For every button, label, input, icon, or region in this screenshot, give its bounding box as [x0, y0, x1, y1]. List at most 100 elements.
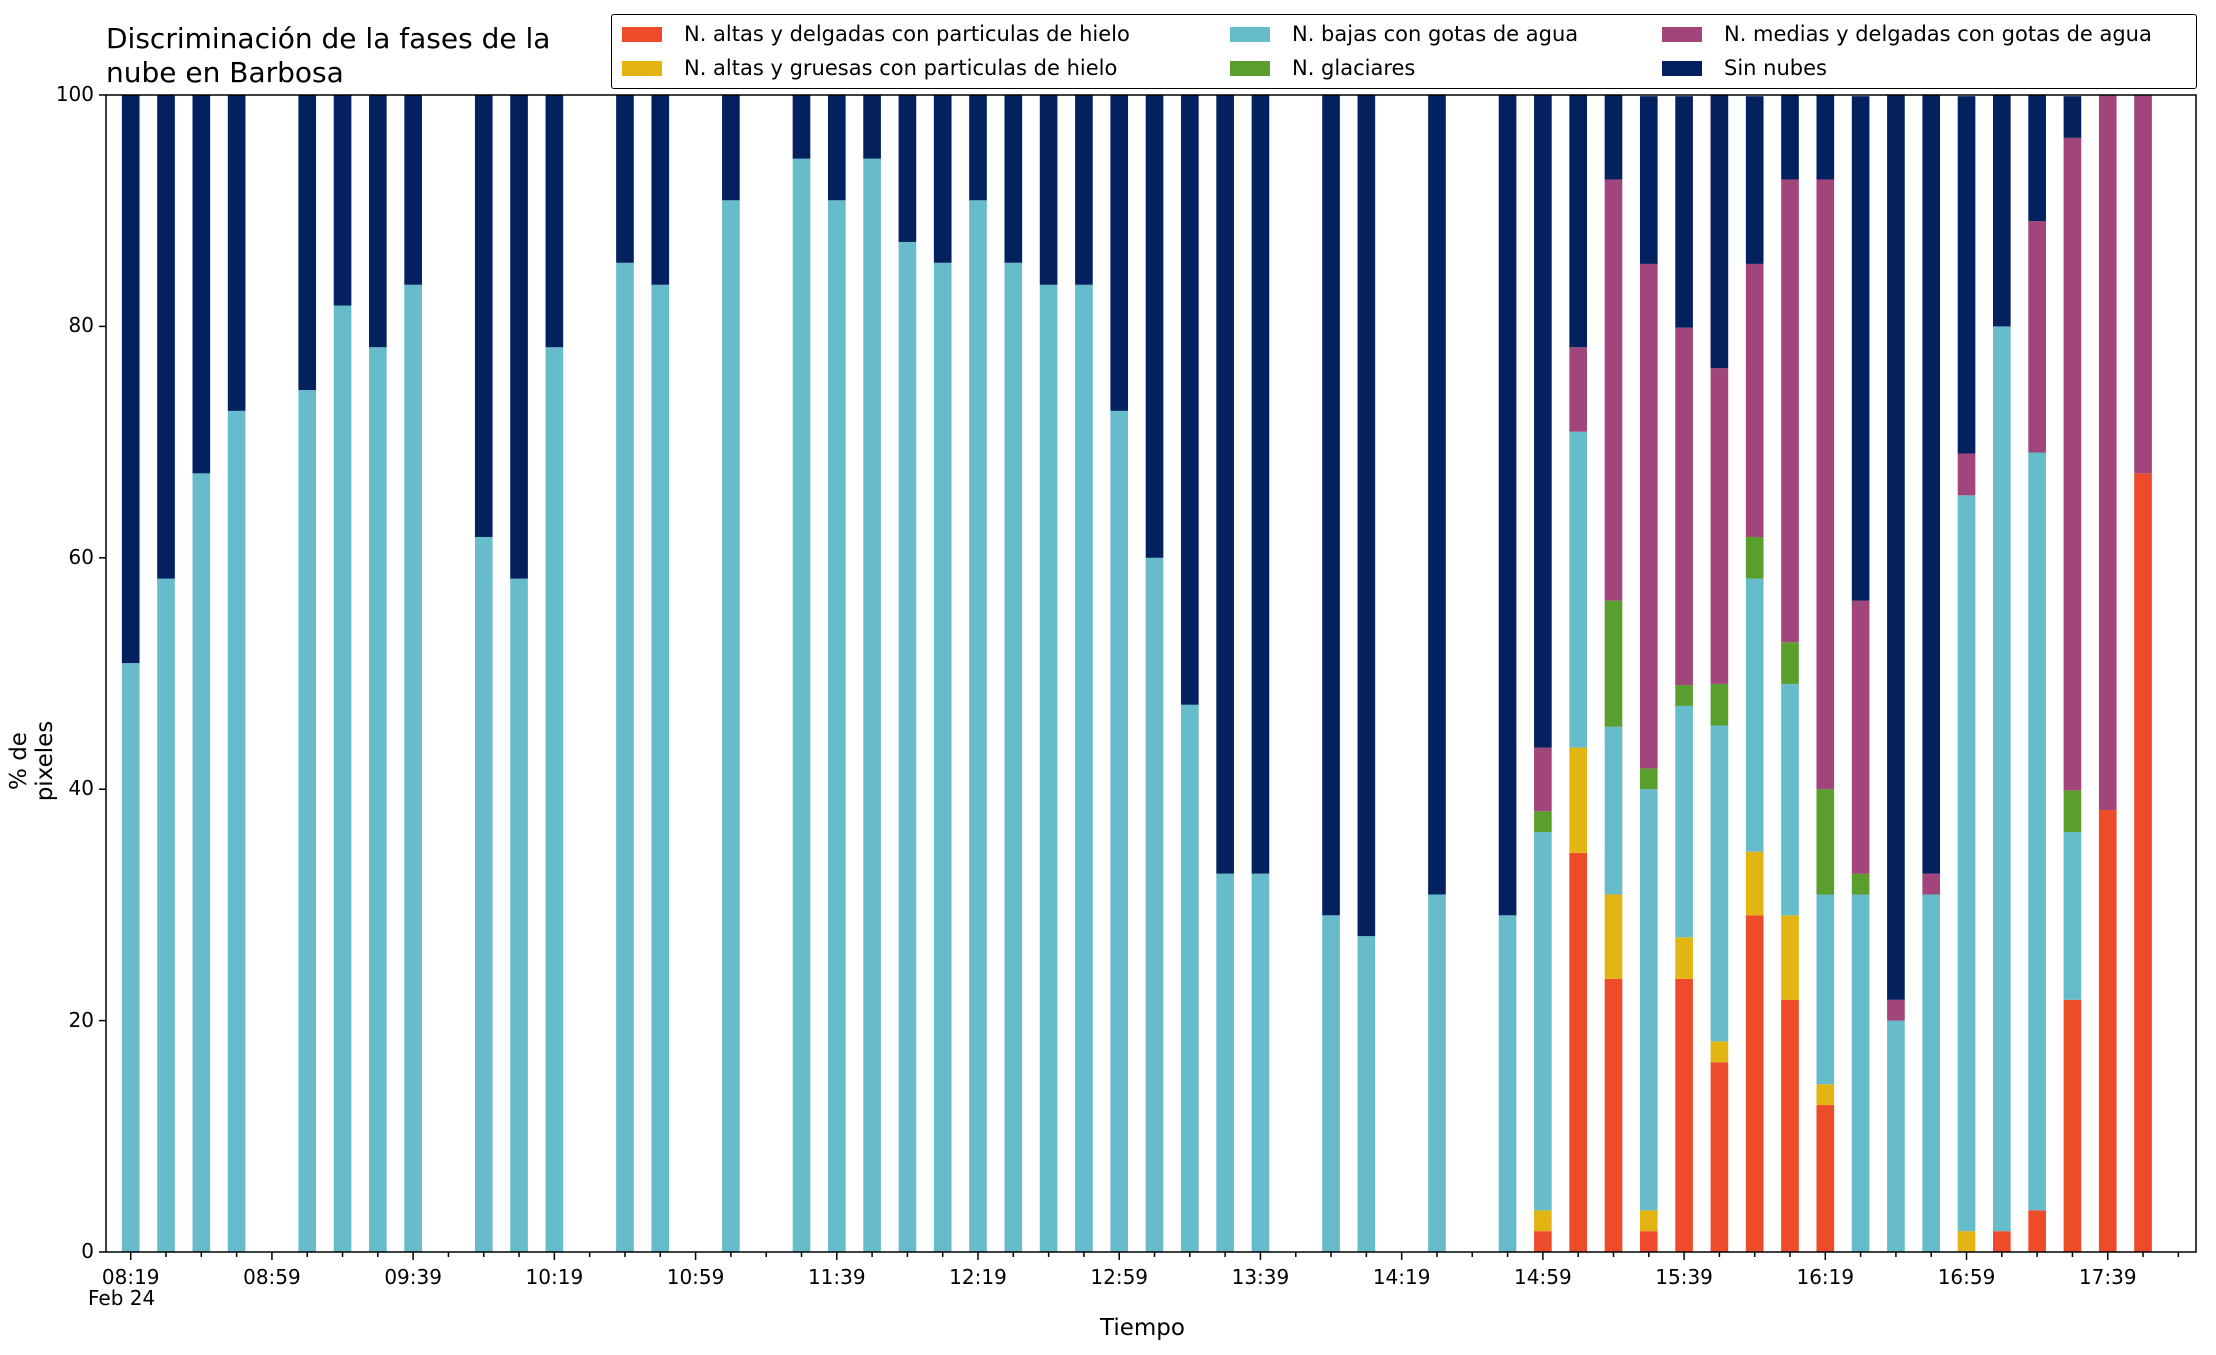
- bar-segment: [1110, 410, 1129, 1252]
- bar-segment: [1639, 263, 1658, 769]
- bar-segment: [404, 95, 422, 285]
- bar-segment: [1922, 95, 1941, 874]
- bar-segment: [1604, 600, 1623, 727]
- bar-segment: [1569, 852, 1587, 1252]
- bar-segment: [1534, 1210, 1552, 1232]
- x-tick-label: 15:39: [1655, 1265, 1713, 1289]
- bar-segment: [1816, 894, 1835, 1085]
- x-date-label: Feb 24: [88, 1286, 156, 1310]
- legend-item-glaciares: N. glaciares: [1230, 53, 1415, 83]
- bar-segment: [1675, 937, 1693, 979]
- x-tick-label: 09:39: [384, 1265, 442, 1289]
- bar-segment: [1675, 327, 1693, 686]
- legend-item-altas-delgadas: N. altas y delgadas con particulas de hi…: [622, 19, 1130, 49]
- bar-segment: [1604, 95, 1623, 180]
- bar-segment: [898, 95, 917, 242]
- bar-segment: [1534, 811, 1552, 833]
- legend-swatch: [1662, 26, 1702, 42]
- legend-item-sin-nubes: Sin nubes: [1662, 53, 1827, 83]
- bar-segment: [1569, 347, 1587, 432]
- bar-segment: [157, 95, 175, 579]
- y-tick-label: 100: [55, 82, 94, 106]
- bar-segment: [2028, 221, 2046, 453]
- bar-segment: [1781, 179, 1799, 643]
- bar-segment: [616, 262, 634, 1252]
- bar-segment: [651, 95, 670, 285]
- legend-item-medias: N. medias y delgadas con gotas de agua: [1662, 19, 2152, 49]
- bar-segment: [1887, 95, 1905, 1000]
- bar-segment: [1216, 873, 1234, 1252]
- bar-segment: [1816, 789, 1835, 895]
- bar-segment: [1569, 431, 1587, 748]
- bar-segment: [1039, 284, 1058, 1252]
- bar-segment: [510, 95, 528, 579]
- bar-segment: [1675, 978, 1693, 1252]
- x-tick-label: 08:59: [243, 1265, 301, 1289]
- bar-segment: [1216, 95, 1234, 874]
- tick-layer: [99, 94, 2180, 1260]
- y-axis-label: % de pixeles: [6, 720, 58, 802]
- bar-segment: [227, 410, 246, 1252]
- bar-segment: [827, 95, 846, 201]
- bar-segment: [1957, 495, 1976, 1232]
- bar-segment: [1428, 95, 1446, 895]
- legend-item-bajas: N. bajas con gotas de agua: [1230, 19, 1578, 49]
- bar-segment: [1075, 284, 1093, 1252]
- bar-segment: [192, 95, 211, 474]
- bar-segment: [1428, 894, 1446, 1252]
- bar-segment: [1145, 95, 1164, 558]
- bar-segment: [2098, 810, 2117, 1252]
- legend-swatch: [1662, 60, 1702, 76]
- bar-segment: [969, 95, 987, 201]
- bar-segment: [1816, 179, 1835, 790]
- bar-segment: [2063, 96, 2082, 138]
- bar-segment: [1357, 936, 1376, 1252]
- bar-segment: [1710, 1062, 1729, 1252]
- bar-segment: [2063, 790, 2082, 833]
- bar-segment: [863, 95, 881, 159]
- bar-segment: [1322, 915, 1340, 1252]
- bar-segment: [1675, 685, 1693, 706]
- bar-segment: [1816, 1084, 1835, 1106]
- bar-segment: [1710, 368, 1729, 684]
- bar-segment: [2134, 473, 2152, 1253]
- bar-segment: [1498, 915, 1517, 1252]
- bar-segment: [1039, 95, 1058, 285]
- bar-segment: [792, 158, 811, 1252]
- bar-segment: [1569, 95, 1587, 348]
- bar-segment: [722, 95, 740, 201]
- bar-layer: [121, 95, 2152, 1253]
- bar-segment: [474, 536, 493, 1252]
- legend: N. altas y delgadas con particulas de hi…: [611, 14, 2197, 89]
- bar-segment: [1781, 95, 1799, 180]
- bar-segment: [510, 578, 528, 1252]
- y-tick-label: 40: [68, 776, 94, 801]
- legend-label: N. medias y delgadas con gotas de agua: [1724, 22, 2152, 46]
- bar-segment: [1993, 1231, 2011, 1252]
- x-tick-label: 16:59: [1937, 1265, 1996, 1289]
- bar-segment: [1639, 768, 1658, 790]
- bar-segment: [1110, 95, 1129, 411]
- x-tick-label: 11:39: [807, 1265, 866, 1289]
- bar-segment: [545, 95, 564, 348]
- bar-segment: [792, 95, 811, 159]
- bar-segment: [404, 284, 422, 1252]
- axes-frame: [105, 94, 2197, 1253]
- bar-segment: [298, 390, 317, 1252]
- bar-segment: [1710, 683, 1729, 726]
- bar-segment: [1181, 95, 1199, 705]
- legend-label: N. glaciares: [1292, 56, 1416, 80]
- bar-segment: [2028, 95, 2046, 222]
- legend-swatch: [1230, 60, 1270, 76]
- x-tick-label: 14:19: [1372, 1265, 1431, 1289]
- x-tick-label: 10:59: [666, 1265, 725, 1289]
- bar-segment: [1604, 978, 1623, 1252]
- bar-segment: [333, 305, 352, 1252]
- bar-segment: [1851, 96, 1870, 601]
- bar-segment: [2098, 95, 2117, 811]
- bar-segment: [1181, 704, 1199, 1252]
- legend-swatch: [622, 26, 662, 42]
- bar-segment: [1993, 95, 2011, 327]
- bar-segment: [2028, 452, 2046, 1211]
